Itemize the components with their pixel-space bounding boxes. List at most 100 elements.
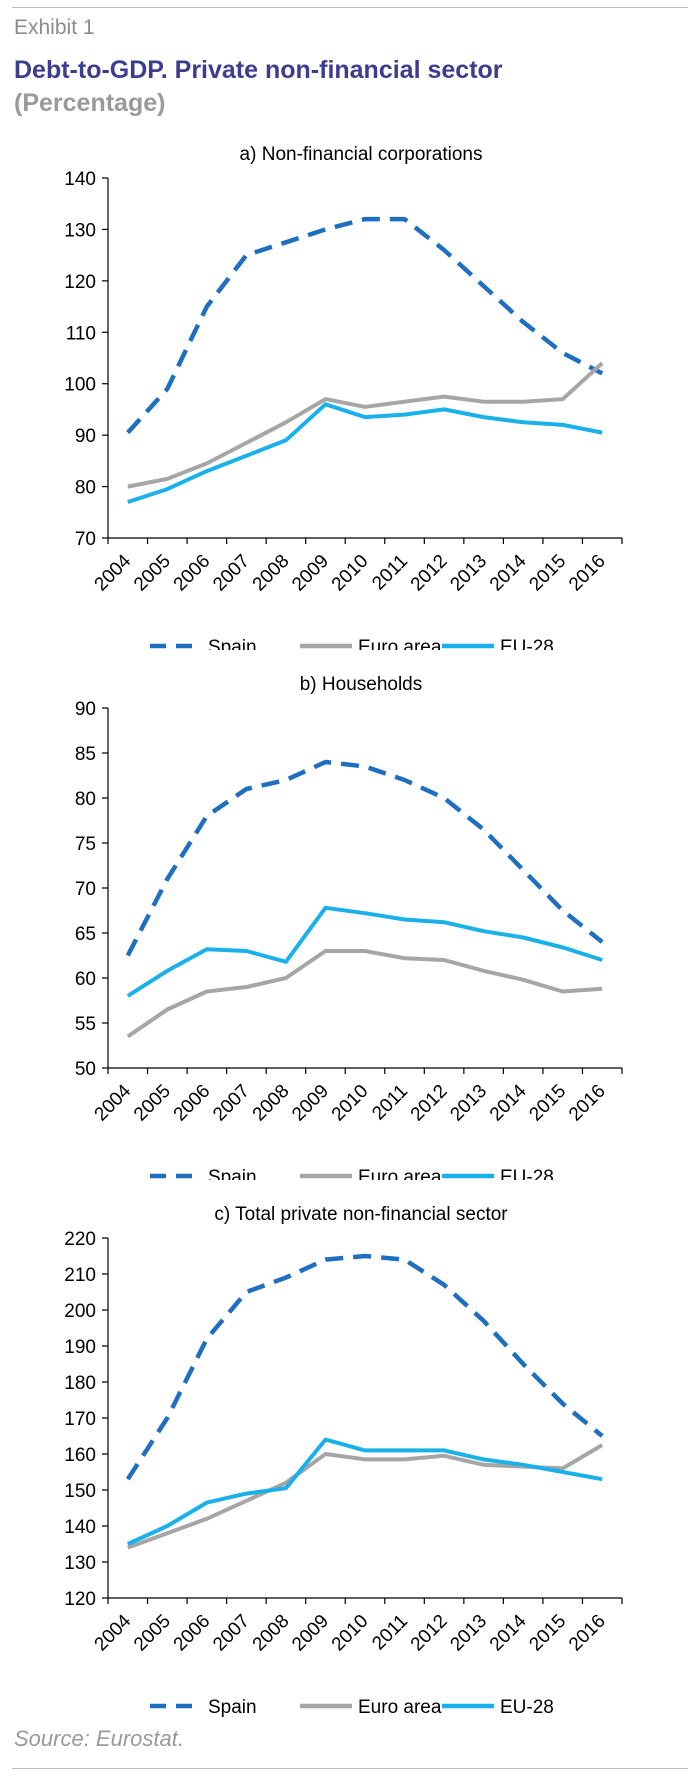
series-line-spain bbox=[125, 1253, 604, 1481]
x-tick-label: 2004 bbox=[91, 1080, 136, 1125]
x-tick-label: 2013 bbox=[446, 1081, 491, 1126]
y-tick-label: 190 bbox=[64, 1337, 96, 1358]
x-tick-label: 2013 bbox=[446, 551, 491, 596]
x-tick-label: 2015 bbox=[525, 1081, 570, 1126]
x-tick-label: 2008 bbox=[249, 1081, 294, 1126]
x-tick-label: 2004 bbox=[91, 1610, 136, 1655]
x-tick-label: 2010 bbox=[328, 1081, 373, 1126]
x-tick-label: 2012 bbox=[407, 1081, 452, 1126]
legend-label: Spain bbox=[208, 1697, 257, 1718]
x-tick-label: 2010 bbox=[328, 551, 373, 596]
top-rule bbox=[12, 7, 688, 8]
x-tick-label: 2011 bbox=[368, 1611, 412, 1655]
y-tick-label: 130 bbox=[64, 1553, 96, 1574]
y-tick-label: 160 bbox=[64, 1445, 96, 1466]
page-title: Debt-to-GDP. Private non-financial secto… bbox=[14, 56, 503, 84]
y-tick-label: 70 bbox=[75, 879, 96, 900]
x-tick-label: 2005 bbox=[130, 1611, 175, 1656]
legend-label: Spain bbox=[208, 1167, 257, 1180]
chart-a: a) Non-financial corporations 70 80 90 100 11… bbox=[64, 144, 623, 658]
y-tick-label: 75 bbox=[75, 834, 96, 855]
series-line-euro-area bbox=[127, 361, 604, 489]
x-tick-label: 2012 bbox=[407, 551, 452, 596]
y-tick-label: 120 bbox=[64, 1589, 96, 1610]
legend-label: EU-28 bbox=[500, 637, 554, 650]
series-line-eu-28 bbox=[127, 402, 603, 504]
chart-c: c) Total private non-financial sector 120… bbox=[64, 1204, 623, 1718]
y-tick-label: 170 bbox=[64, 1409, 96, 1430]
legend-label: Spain bbox=[208, 637, 257, 650]
y-tick-label: 140 bbox=[64, 1517, 96, 1538]
chart-a-container: a) Non-financial corporations 70 80 90 100 11… bbox=[0, 130, 696, 658]
series-line-euro-area bbox=[127, 1443, 604, 1550]
y-tick-label: 140 bbox=[64, 169, 96, 190]
series-line-spain bbox=[126, 216, 604, 435]
chart-title: c) Total private non-financial sector bbox=[214, 1204, 508, 1225]
series-line-spain bbox=[125, 759, 604, 957]
x-tick-label: 2016 bbox=[565, 551, 610, 596]
y-tick-label: 60 bbox=[75, 969, 96, 990]
x-tick-label: 2012 bbox=[407, 1611, 452, 1656]
x-tick-label: 2014 bbox=[486, 1080, 531, 1125]
series-line-eu-28 bbox=[126, 905, 603, 998]
y-tick-label: 85 bbox=[75, 744, 96, 765]
y-tick-label: 65 bbox=[75, 924, 96, 945]
x-tick-label: 2006 bbox=[170, 551, 215, 596]
y-tick-label: 70 bbox=[75, 529, 96, 550]
x-tick-label: 2016 bbox=[565, 1611, 610, 1656]
y-tick-label: 130 bbox=[64, 220, 96, 241]
x-tick-label: 2004 bbox=[91, 550, 136, 595]
x-tick-label: 2011 bbox=[368, 1081, 412, 1125]
x-tick-label: 2014 bbox=[486, 550, 531, 595]
x-tick-label: 2008 bbox=[249, 551, 294, 596]
x-tick-label: 2009 bbox=[288, 1611, 333, 1656]
x-tick-label: 2008 bbox=[249, 1611, 294, 1656]
x-tick-label: 2006 bbox=[170, 1611, 215, 1656]
chart-title: a) Non-financial corporations bbox=[240, 144, 483, 165]
legend-label: Euro area bbox=[358, 1167, 442, 1180]
y-tick-label: 110 bbox=[66, 323, 96, 344]
x-tick-label: 2016 bbox=[565, 1081, 610, 1126]
y-tick-label: 90 bbox=[75, 699, 96, 720]
x-tick-label: 2015 bbox=[525, 1611, 570, 1656]
y-tick-label: 80 bbox=[75, 789, 96, 810]
x-tick-label: 2009 bbox=[288, 1081, 333, 1126]
bottom-rule bbox=[12, 1768, 688, 1769]
y-tick-label: 150 bbox=[64, 1481, 96, 1502]
x-tick-label: 2011 bbox=[368, 551, 412, 595]
y-tick-label: 80 bbox=[75, 478, 96, 499]
x-tick-label: 2007 bbox=[209, 1611, 254, 1656]
x-tick-label: 2010 bbox=[328, 1611, 373, 1656]
page-subtitle: (Percentage) bbox=[14, 89, 166, 117]
source-note: Source: Eurostat. bbox=[14, 1726, 184, 1751]
chart-c-container: c) Total private non-financial sector 120… bbox=[0, 1190, 696, 1718]
y-tick-label: 210 bbox=[64, 1265, 96, 1286]
exhibit-label: Exhibit 1 bbox=[14, 16, 95, 39]
x-tick-label: 2007 bbox=[209, 551, 254, 596]
series-line-euro-area bbox=[126, 949, 603, 1039]
series-line-eu-28 bbox=[126, 1437, 603, 1546]
legend-label: Euro area bbox=[358, 1697, 442, 1718]
y-tick-label: 55 bbox=[75, 1014, 96, 1035]
chart-b-container: b) Households 50 55 60 65 70 75 80 85 90 2004 2005 2… bbox=[0, 660, 696, 1188]
chart-b: b) Households505560657075808590200420052… bbox=[75, 674, 623, 1188]
x-tick-label: 2014 bbox=[486, 1610, 531, 1655]
y-tick-label: 100 bbox=[64, 375, 96, 396]
x-tick-label: 2009 bbox=[288, 551, 333, 596]
x-tick-label: 2006 bbox=[170, 1081, 215, 1126]
legend-label: Euro area bbox=[358, 637, 442, 650]
x-tick-label: 2005 bbox=[130, 1081, 175, 1126]
legend-label: EU-28 bbox=[500, 1697, 554, 1718]
x-tick-label: 2015 bbox=[525, 551, 570, 596]
x-tick-label: 2013 bbox=[446, 1611, 491, 1656]
y-tick-label: 200 bbox=[64, 1301, 96, 1322]
x-tick-label: 2005 bbox=[130, 551, 175, 596]
y-tick-label: 90 bbox=[75, 426, 96, 447]
y-tick-label: 180 bbox=[64, 1373, 96, 1394]
y-tick-label: 220 bbox=[64, 1229, 96, 1250]
legend-label: EU-28 bbox=[500, 1167, 554, 1180]
chart-title: b) Households bbox=[300, 674, 423, 695]
y-tick-label: 120 bbox=[64, 272, 96, 293]
y-tick-label: 50 bbox=[75, 1059, 96, 1080]
x-tick-label: 2007 bbox=[209, 1081, 254, 1126]
